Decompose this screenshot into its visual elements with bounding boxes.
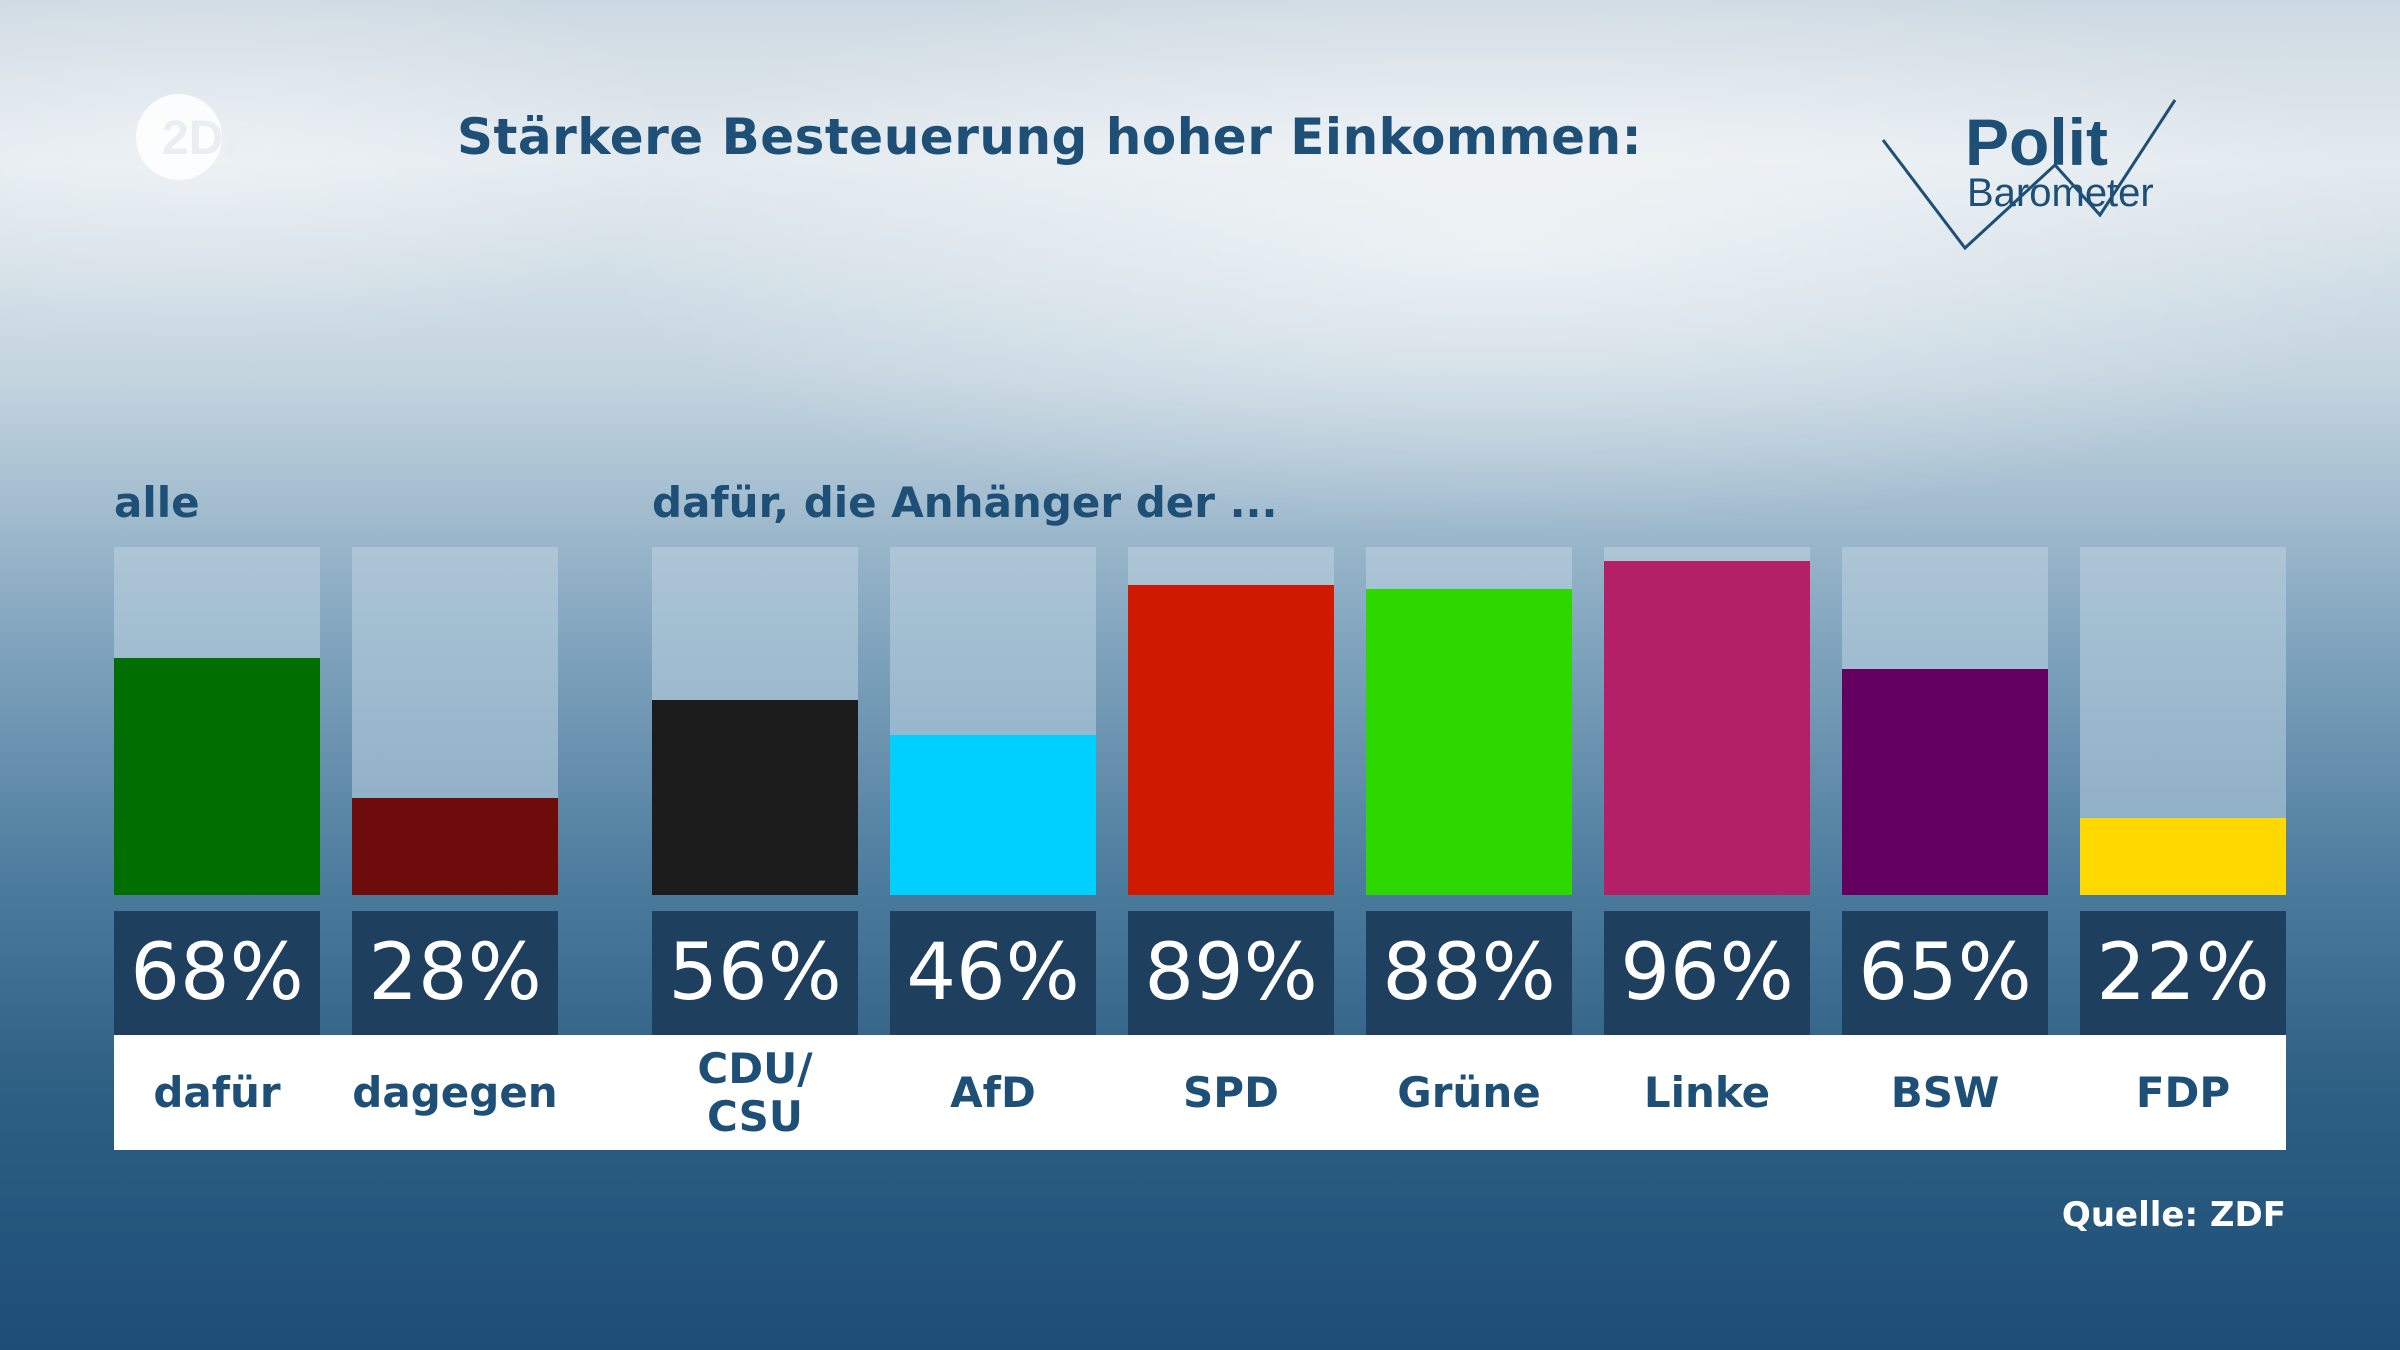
bar-1 [352,797,558,895]
bar-track-0 [114,547,320,895]
value-label-5: 88% [1366,911,1572,1035]
category-label-0: dafür [153,1067,281,1117]
source-note: Quelle: ZDF [2061,1195,2286,1235]
category-label-6: Linke [1643,1067,1771,1117]
value-label-2: 56% [652,911,858,1035]
value-label-3: 46% [890,911,1096,1035]
chart-title: Stärkere Besteuerung hoher Einkommen: [457,108,1643,166]
bar-track-4 [1128,547,1334,895]
group-label-all: alle [114,478,200,527]
category-label-5: Grüne [1397,1067,1541,1117]
category-label-2: CDU/ CSU [697,1043,813,1141]
bar-4 [1128,585,1334,895]
value-label-1: 28% [352,911,558,1035]
category-label-1: dagegen [352,1067,558,1117]
bar-track-5 [1366,547,1572,895]
category-label-strip [114,1035,2286,1150]
value-label-8: 22% [2080,911,2286,1035]
svg-text:2DF: 2DF [162,112,253,165]
category-label-4: SPD [1183,1067,1279,1117]
bar-track-1 [352,547,558,895]
logo-barometer-text: Barometer [1967,171,2154,215]
politbarometer-logo: Polit Barometer [1875,95,2245,255]
bar-0 [114,658,320,895]
category-label-3: AfD [950,1067,1036,1117]
logo-polit-text: Polit [1965,105,2108,179]
value-label-4: 89% [1128,911,1334,1035]
bar-5 [1366,588,1572,895]
bar-track-2 [652,547,858,895]
category-label-8: FDP [2135,1067,2231,1117]
bar-track-8 [2080,547,2286,895]
bar-2 [652,700,858,895]
bar-6 [1604,560,1810,895]
value-label-6: 96% [1604,911,1810,1035]
value-label-0: 68% [114,911,320,1035]
bar-7 [1842,668,2048,895]
bar-8 [2080,818,2286,895]
category-label-7: BSW [1890,1067,2000,1117]
value-label-7: 65% [1842,911,2048,1035]
zdf-logo: 2DF [114,92,264,182]
group-label-parties: dafür, die Anhänger der ... [652,478,1278,527]
bar-track-3 [890,547,1096,895]
bar-track-7 [1842,547,2048,895]
bar-track-6 [1604,547,1810,895]
bar-3 [890,734,1096,895]
